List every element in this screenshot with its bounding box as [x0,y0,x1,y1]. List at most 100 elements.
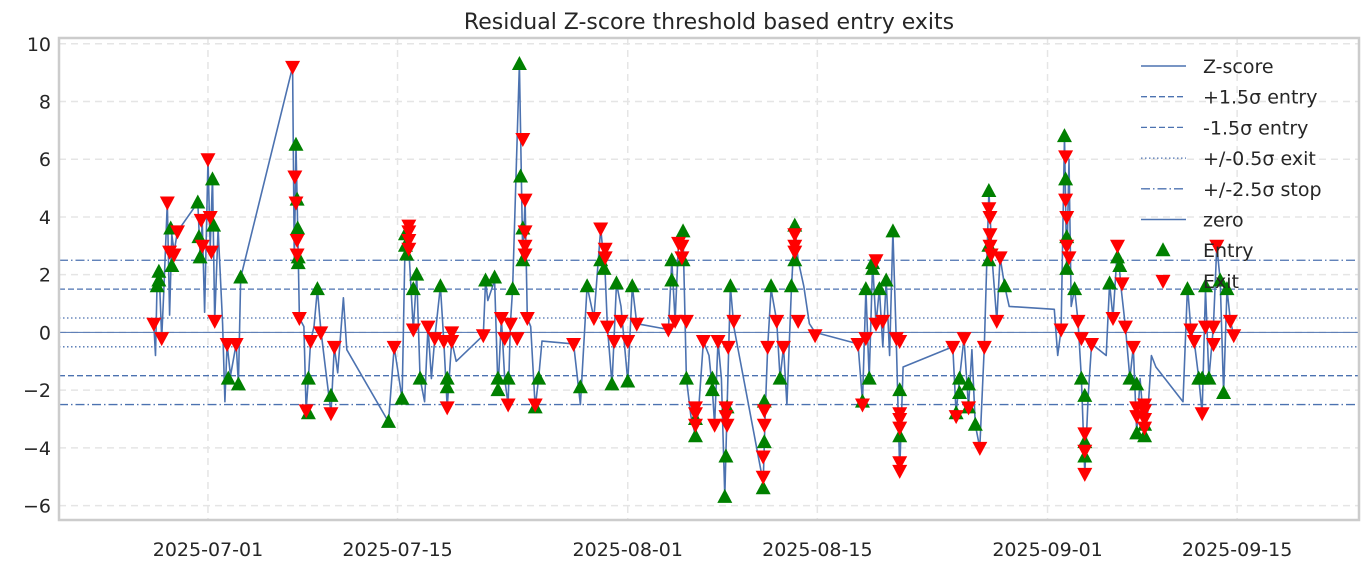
exit-markers [146,60,1242,485]
entry-marker [191,229,207,244]
exit-marker [228,337,244,352]
exit-marker [517,248,533,263]
entry-marker [1059,229,1075,244]
chart-title: Residual Z-score threshold based entry e… [464,10,954,35]
exit-marker [509,332,525,347]
exit-marker [1053,323,1069,338]
entry-marker [1102,275,1118,290]
entry-marker [961,376,977,391]
exit-marker [606,335,622,350]
y-tick-label: 10 [27,34,51,56]
entry-marker [1112,258,1128,273]
legend: Z-score +1.5σ entry -1.5σ entry +/-0.5σ exi… [1141,56,1322,293]
entry-marker [1212,272,1228,287]
exit-marker [502,317,518,332]
exit-marker [1073,332,1089,347]
exit-marker [401,234,417,249]
entry-marker [1201,370,1217,385]
entry-marker [981,182,997,197]
entry-marker [439,379,455,394]
exit-marker [756,418,772,433]
exit-marker [1209,239,1225,254]
exit-marker [948,410,964,425]
exit-marker [291,311,307,326]
exit-marker [982,228,998,243]
exit-marker [787,245,803,260]
exit-marker [288,196,304,211]
legend-label: Entry [1203,240,1254,262]
entry-marker [409,266,425,281]
exit-marker [1059,239,1075,254]
entry-marker [858,281,874,296]
y-tick-label: −2 [23,380,51,402]
exit-marker [401,242,417,257]
entry-marker [604,376,620,391]
exit-marker [892,456,908,471]
exit-marker [755,470,771,485]
entry-marker [233,269,249,284]
entry-marker [399,246,415,261]
exit-marker [629,317,645,332]
entry-marker [664,272,680,287]
entry-marker [513,168,529,183]
exit-marker [769,314,785,329]
y-tick-label: 6 [39,149,51,171]
exit-marker [726,314,742,329]
y-tick-label: 2 [39,265,51,287]
exit-marker [444,326,460,341]
exit-marker [972,441,988,456]
exit-marker [289,234,305,249]
entry-marker [717,488,733,503]
entry-marker [664,252,680,267]
entry-marker [620,373,636,388]
exit-marker [405,323,421,338]
exit-marker [289,248,305,263]
entry-marker [405,281,421,296]
exit-marker [1077,444,1093,459]
entry-marker [787,217,803,232]
entry-marker [290,220,306,235]
entry-marker [432,278,448,293]
exit-marker [1058,193,1074,208]
exit-marker [718,401,734,416]
entry-marker [300,370,316,385]
legend-exit-marker [1155,274,1171,289]
exit-marker [992,251,1008,266]
exit-marker [166,248,182,263]
entry-marker [687,428,703,443]
x-tick-label: 2025-09-15 [1182,539,1292,561]
entry-marker [531,370,547,385]
entry-marker [190,194,206,209]
exit-marker [695,335,711,350]
entry-marker [1110,249,1126,264]
exit-marker [892,335,908,350]
entry-marker [865,260,881,275]
entry-marker [967,416,983,431]
exit-marker [298,404,314,419]
exit-marker [194,239,210,254]
y-tick-label: 8 [39,91,51,113]
exit-marker [519,311,535,326]
y-tick-label: −6 [23,496,51,518]
x-tick-label: 2025-07-01 [153,539,263,561]
exit-marker [593,222,609,237]
y-tick-label: 4 [39,207,51,229]
y-axis-ticks: −6 −4 −2 0 2 4 6 8 10 [23,34,51,518]
exit-marker [323,407,339,422]
exit-marker [1070,314,1086,329]
exit-marker [892,421,908,436]
exit-marker [854,398,870,413]
entry-marker [1129,425,1145,440]
exit-marker [586,311,602,326]
legend-label: zero [1203,210,1244,232]
entry-marker [1122,370,1138,385]
exit-marker [875,314,891,329]
exit-marker [707,418,723,433]
exit-marker [775,340,791,355]
entry-marker [204,171,220,186]
exit-marker [687,418,703,433]
exit-marker [892,412,908,427]
exit-marker [956,332,972,347]
entry-marker [511,55,527,70]
entry-marker [1073,370,1089,385]
